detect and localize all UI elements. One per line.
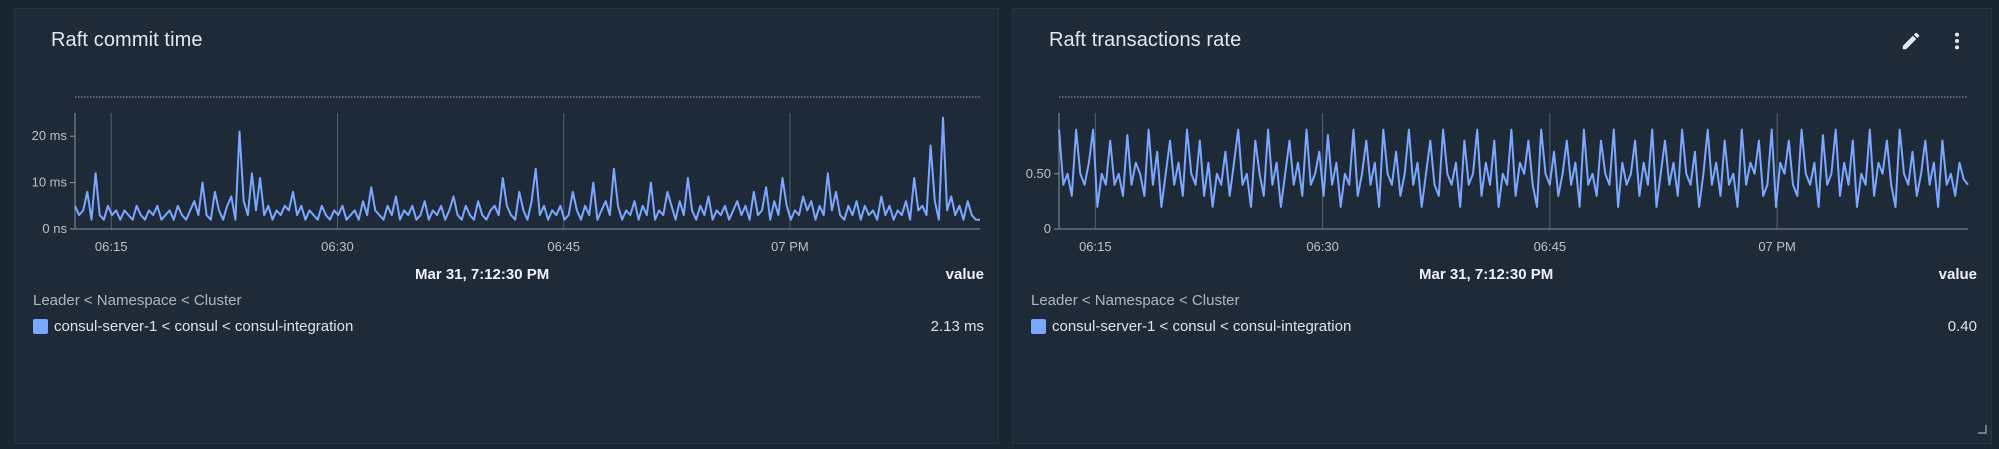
x-tick-label: 06:45 xyxy=(547,239,580,253)
panel-title: Raft commit time xyxy=(51,29,203,51)
x-tick-label: 07 PM xyxy=(771,239,809,253)
chart-raft-commit-time[interactable]: 0 ns 10 ms 20 ms 06:15 06:30 06:45 07 PM xyxy=(15,83,1000,253)
legend-series-label: consul-server-1 < consul < consul-integr… xyxy=(54,318,354,335)
chart-raft-transactions-rate[interactable]: 0 0.50 06:15 06:30 06:45 07 PM xyxy=(1013,83,1993,253)
legend-item[interactable]: consul-server-1 < consul < consul-integr… xyxy=(33,318,353,335)
panel-actions xyxy=(1897,27,1971,55)
panel-raft-commit-time: Raft commit time 0 ns 10 ms 20 ms 06:15 06:3… xyxy=(14,8,999,444)
legend-series-label: consul-server-1 < consul < consul-integr… xyxy=(1052,318,1352,335)
kebab-menu-icon[interactable] xyxy=(1943,27,1971,55)
x-tick-label: 06:15 xyxy=(1079,239,1112,253)
y-tick-label: 0 ns xyxy=(42,221,67,236)
series-line xyxy=(1058,128,1969,208)
legend-item[interactable]: consul-server-1 < consul < consul-integr… xyxy=(1031,318,1351,335)
x-tick-label: 06:30 xyxy=(1306,239,1339,253)
panel-raft-transactions-rate: Raft transactions rate 0 0.50 06:15 06:30 06… xyxy=(1012,8,1992,444)
legend-color-swatch xyxy=(33,319,48,334)
legend-header: Leader < Namespace < Cluster xyxy=(1031,292,1240,309)
x-tick-label: 06:15 xyxy=(95,239,128,253)
legend-value: 2.13 ms xyxy=(930,318,984,335)
hover-time-label: Mar 31, 7:12:30 PM xyxy=(1419,266,1554,283)
legend-color-swatch xyxy=(1031,319,1046,334)
legend-value: 0.40 xyxy=(1947,318,1977,335)
y-tick-label: 10 ms xyxy=(32,175,68,190)
y-tick-label: 20 ms xyxy=(32,128,68,143)
x-tick-label: 06:45 xyxy=(1534,239,1567,253)
x-tick-label: 06:30 xyxy=(321,239,354,253)
panel-title: Raft transactions rate xyxy=(1049,29,1242,51)
value-column-header: value xyxy=(945,266,984,283)
y-tick-label: 0 xyxy=(1044,221,1051,236)
resize-handle-icon[interactable] xyxy=(1975,421,1987,439)
hover-time-label: Mar 31, 7:12:30 PM xyxy=(415,266,550,283)
value-column-header: value xyxy=(1938,266,1977,283)
y-tick-label: 0.50 xyxy=(1026,166,1051,181)
x-tick-label: 07 PM xyxy=(1758,239,1796,253)
series-line xyxy=(74,116,980,221)
legend-header: Leader < Namespace < Cluster xyxy=(33,292,242,309)
pencil-icon[interactable] xyxy=(1897,27,1925,55)
